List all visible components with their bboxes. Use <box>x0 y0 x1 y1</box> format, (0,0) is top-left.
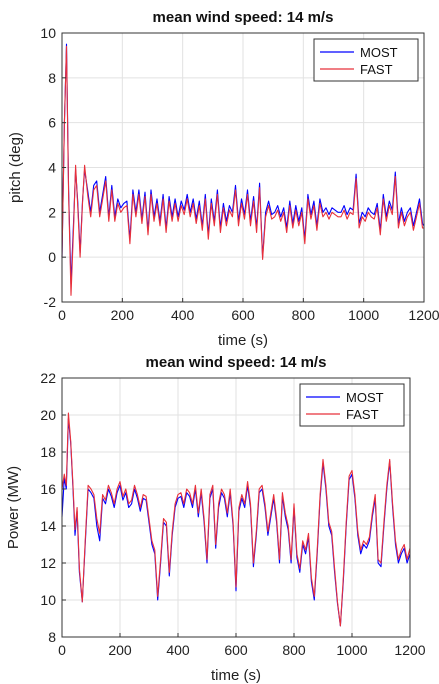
x-tick-label: 800 <box>282 642 306 658</box>
y-tick-label: 22 <box>40 370 56 386</box>
y-tick-label: 2 <box>48 204 56 220</box>
y-tick-label: 8 <box>48 70 56 86</box>
y-tick-label: 20 <box>40 407 56 423</box>
x-tick-label: 1000 <box>348 307 379 323</box>
x-tick-label: 0 <box>58 642 66 658</box>
legend-label-most: MOST <box>360 45 398 60</box>
x-tick-label: 800 <box>292 307 316 323</box>
y-tick-label: -2 <box>44 294 57 310</box>
x-tick-label: 1000 <box>336 642 367 658</box>
chart-2: 0 200 400 600 800 1000 1200 8 10 12 14 16 18 20 22 mean… <box>5 354 426 684</box>
chart-title: mean wind speed: 14 m/s <box>146 354 327 371</box>
x-tick-label: 0 <box>58 307 66 323</box>
y-tick-label: 16 <box>40 481 56 497</box>
x-axis-label: time (s) <box>211 667 261 684</box>
y-tick-label: 14 <box>40 518 56 534</box>
legend: MOST FAST <box>299 383 405 427</box>
chart-title: mean wind speed: 14 m/s <box>153 9 334 26</box>
x-tick-label: 1200 <box>408 307 439 323</box>
x-tick-label: 200 <box>108 642 132 658</box>
x-tick-label: 400 <box>171 307 195 323</box>
y-tick-label: 10 <box>40 25 56 41</box>
y-tick-label: 4 <box>48 160 56 176</box>
y-tick-label: 6 <box>48 115 56 131</box>
series-line-fast <box>61 412 411 627</box>
x-tick-label: 600 <box>224 642 248 658</box>
y-axis-label: pitch (deg) <box>7 132 24 203</box>
x-axis-label: time (s) <box>218 332 268 349</box>
y-tick-label: 18 <box>40 444 56 460</box>
series-line-fast <box>61 45 424 296</box>
series-line-most <box>61 43 425 285</box>
legend-label-fast: FAST <box>360 62 393 77</box>
y-axis-label: Power (MW) <box>5 466 22 549</box>
y-tick-label: 8 <box>48 629 56 645</box>
x-tick-label: 1200 <box>394 642 425 658</box>
legend-box <box>299 383 405 427</box>
x-tick-label: 400 <box>166 642 190 658</box>
y-tick-label: 12 <box>40 555 56 571</box>
legend-box <box>313 38 419 82</box>
y-tick-label: 10 <box>40 592 56 608</box>
legend-label-fast: FAST <box>346 407 379 422</box>
legend: MOST FAST <box>313 38 419 82</box>
legend-label-most: MOST <box>346 390 384 405</box>
x-tick-label: 200 <box>111 307 135 323</box>
y-tick-label: 0 <box>48 249 56 265</box>
x-tick-label: 600 <box>231 307 255 323</box>
